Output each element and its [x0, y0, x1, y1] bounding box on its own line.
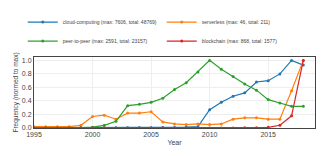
svg-text:0.4: 0.4: [22, 97, 32, 104]
svg-text:Frequency (normed to max): Frequency (normed to max): [12, 52, 20, 132]
svg-text:1995: 1995: [26, 131, 42, 138]
svg-text:2015: 2015: [260, 131, 276, 138]
svg-text:0.8: 0.8: [22, 70, 32, 77]
svg-text:2000: 2000: [85, 131, 101, 138]
svg-text:2005: 2005: [143, 131, 159, 138]
svg-text:0.2: 0.2: [22, 111, 32, 118]
svg-text:0.0: 0.0: [22, 124, 32, 131]
svg-text:serverless (max: 46, total: 21: serverless (max: 46, total: 211): [202, 19, 271, 25]
svg-text:2010: 2010: [202, 131, 218, 138]
svg-text:Year: Year: [167, 139, 182, 146]
svg-text:blockchain (max: 868, total: 1: blockchain (max: 868, total: 1577): [202, 38, 277, 44]
svg-text:0.6: 0.6: [22, 84, 32, 91]
svg-text:cloud-computing (max: 7606, to: cloud-computing (max: 7606, total: 48769…: [63, 19, 157, 25]
svg-text:peer-to-peer (max: 2591, total: peer-to-peer (max: 2591, total: 23157): [63, 38, 148, 44]
svg-text:1.0: 1.0: [22, 57, 32, 64]
